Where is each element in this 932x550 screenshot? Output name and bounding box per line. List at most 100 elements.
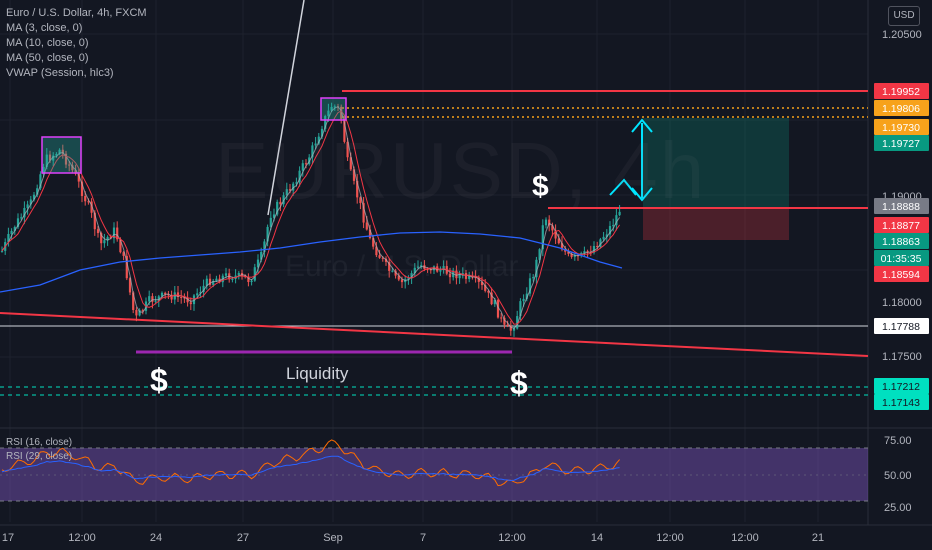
price-label-text: 1.19952 — [882, 86, 920, 98]
candle — [608, 221, 612, 239]
candle-body — [112, 227, 116, 239]
candle — [279, 197, 282, 212]
candle-body — [224, 273, 228, 276]
price-label-text: 1.18877 — [882, 220, 920, 232]
candle — [503, 315, 506, 329]
price-label-bg — [874, 100, 929, 116]
candle — [330, 102, 333, 112]
candle-body — [23, 207, 26, 218]
candle-body — [48, 154, 52, 161]
candle-body — [484, 285, 487, 291]
candle-body — [442, 266, 445, 271]
candle — [554, 224, 557, 244]
candle — [544, 217, 548, 229]
candle-body — [599, 239, 602, 247]
trade-zones — [643, 118, 789, 240]
candle-body — [356, 180, 359, 198]
legend-ma10[interactable]: MA (10, close, 0) — [6, 37, 89, 49]
candle-body — [58, 149, 61, 154]
candle — [509, 320, 512, 336]
candle-body — [506, 324, 509, 326]
candle-body — [279, 201, 282, 205]
candle — [368, 224, 372, 240]
candle-body — [119, 239, 122, 253]
candle — [23, 201, 26, 225]
candle — [269, 211, 272, 231]
candle — [263, 239, 266, 258]
candle-body — [468, 275, 471, 279]
legend-rsi16[interactable]: RSI (16, close) — [6, 437, 73, 448]
candle-body — [340, 106, 343, 119]
candle-body — [55, 153, 58, 156]
candle — [516, 310, 519, 330]
marked-top-box-2 — [320, 97, 347, 121]
candle-body — [426, 268, 429, 270]
rsi29-line — [1, 455, 620, 482]
candle — [208, 273, 212, 287]
price-axis-labels: 1.19952 1.19806 1.19730 1.19727 1.18888 1.188… — [874, 83, 929, 410]
candle-body — [608, 226, 612, 235]
legend-ma50[interactable]: MA (50, close, 0) — [6, 52, 89, 64]
rsi16-line — [1, 439, 620, 487]
candle-body — [352, 169, 356, 181]
candle — [298, 166, 301, 187]
candle — [356, 174, 359, 204]
candle-body — [583, 251, 586, 254]
candle — [125, 249, 128, 281]
currency-button[interactable]: USD — [888, 6, 920, 26]
candle — [205, 275, 208, 290]
candle-body — [391, 270, 394, 272]
candle-body — [560, 243, 564, 250]
x-tick-label: 17 — [2, 532, 14, 544]
candle — [528, 273, 532, 297]
x-tick-label: 7 — [420, 532, 426, 544]
x-tick-label: Sep — [323, 532, 343, 544]
candle-body — [39, 174, 42, 189]
candle-body — [333, 106, 336, 108]
candle-body — [93, 212, 96, 230]
candle — [413, 263, 416, 277]
candle-body — [388, 261, 391, 271]
candle-body — [276, 201, 279, 215]
candle — [180, 290, 183, 304]
legend-rsi29[interactable]: RSI (29, close) — [6, 451, 73, 462]
y-tick-label: 1.20500 — [882, 29, 922, 41]
candle-body — [541, 225, 544, 250]
projection-arrow — [609, 178, 637, 196]
dollar-sign-bottom: $ — [510, 365, 528, 401]
candle — [276, 199, 279, 217]
candle-body — [548, 219, 551, 226]
candle-body — [202, 285, 205, 293]
dollar-sign-left: $ — [150, 362, 168, 398]
candle-body — [400, 279, 404, 283]
candle-body — [372, 238, 375, 247]
candle — [589, 245, 592, 257]
candle — [80, 175, 84, 203]
candle-body — [522, 298, 525, 302]
axes: 17 12:00 24 27 Sep 7 12:00 14 12:00 12:00 21 1.2050… — [2, 29, 922, 544]
candle-body — [416, 266, 420, 268]
price-label-text: 1.17788 — [882, 321, 920, 333]
candle-body — [16, 218, 20, 227]
candle — [29, 195, 32, 209]
candle-body — [410, 273, 413, 279]
legend-ma3[interactable]: MA (3, close, 0) — [6, 22, 83, 34]
y-tick-label: 1.18000 — [882, 297, 922, 309]
candle — [487, 289, 490, 299]
candle-body — [180, 296, 183, 298]
candle-body — [160, 292, 164, 297]
candle — [7, 227, 10, 247]
chart-title[interactable]: Euro / U.S. Dollar, 4h, FXCM — [6, 7, 147, 19]
candle — [615, 208, 618, 231]
candle-body — [458, 274, 461, 279]
candle — [311, 142, 314, 164]
dollar-sign-top: $ — [532, 170, 549, 203]
price-label-text: 1.18594 — [882, 269, 920, 281]
candle-body — [263, 241, 266, 252]
candle-body — [564, 249, 567, 252]
target-arrow-up-head — [631, 118, 653, 133]
symbol-subtitle-watermark: Euro / U.S. Dollar — [285, 250, 519, 283]
candle-body — [295, 182, 298, 184]
legend-vwap[interactable]: VWAP (Session, hlc3) — [6, 67, 114, 79]
